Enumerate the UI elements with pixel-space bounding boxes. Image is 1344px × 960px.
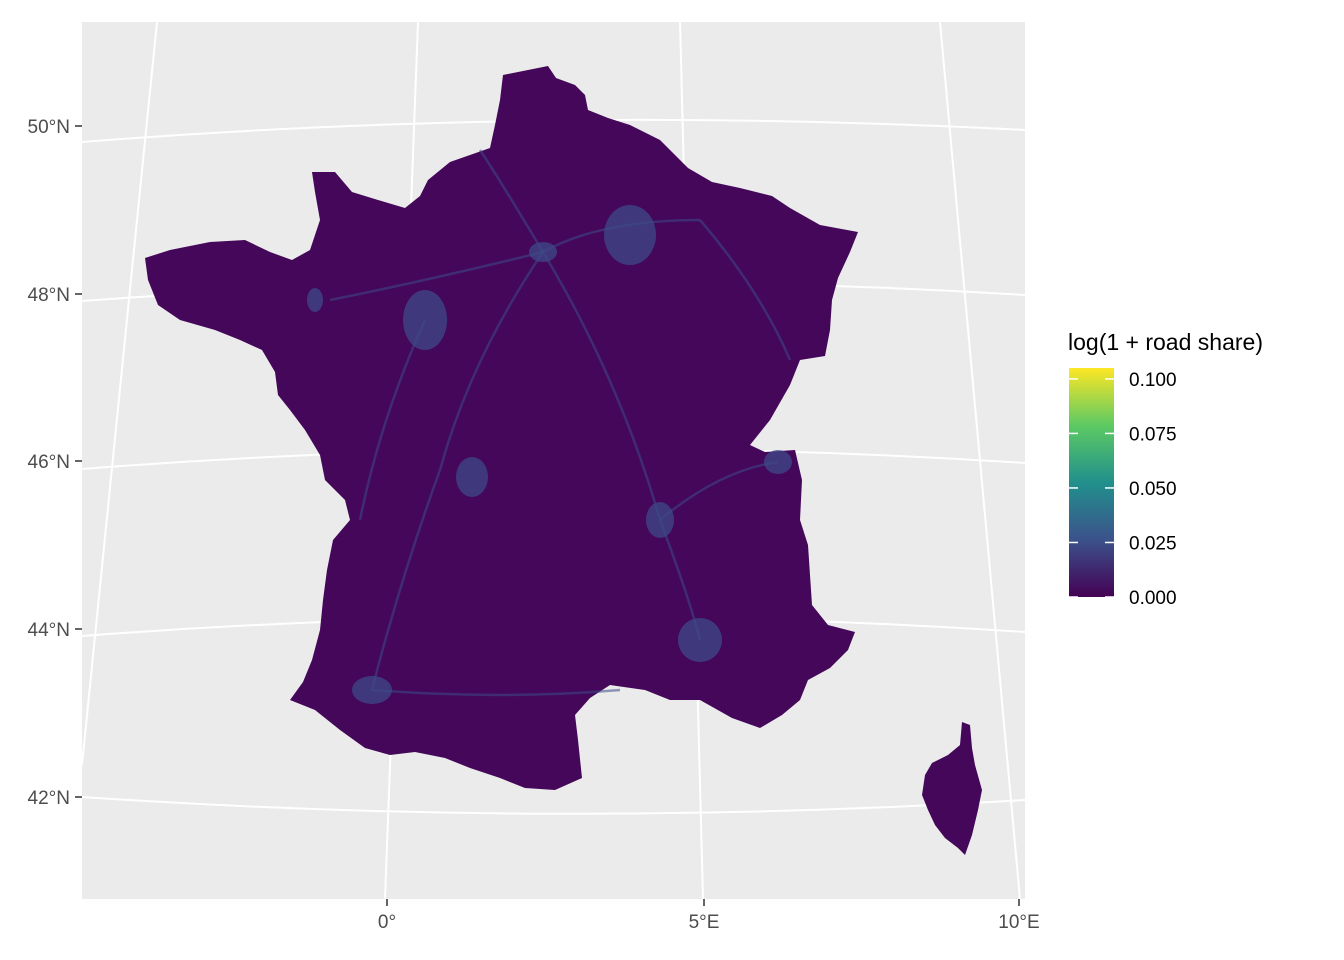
legend-colorbar [1069,368,1114,597]
region-corsica [922,722,982,855]
lat-tick-label: 44°N [28,620,70,641]
highlight-brittany-area [307,288,323,312]
road-line [478,149,545,253]
road-line [658,519,702,641]
road-line [542,218,701,254]
road-line [329,250,544,302]
legend-tick-label: 0.100 [1129,370,1177,391]
lat-tick-label: 48°N [28,285,70,306]
road-line [438,251,545,471]
map-regions [145,66,982,855]
road-line [358,319,427,521]
legend-tick-label: 0.075 [1129,424,1177,445]
road-line [699,219,792,361]
latitude-axis: 42°N 44°N 46°N 48°N 50°N [28,117,82,809]
meridian-neg5 [81,21,158,766]
lat-tick-label: 50°N [28,117,70,138]
parallel-42n [81,796,1026,815]
legend-tick-label: 0.000 [1129,588,1177,609]
longitude-axis: 0° 5°E 10°E [378,899,1040,933]
legend-title: log(1 + road share) [1068,329,1263,355]
lat-tick-label: 42°N [28,788,70,809]
road-line [370,469,442,691]
lon-tick-label: 10°E [998,912,1039,933]
road-density-highlights [307,149,792,704]
legend-tick-label: 0.050 [1129,479,1177,500]
lon-tick-label: 5°E [689,912,720,933]
road-line [371,688,621,697]
legend-ticks: 0.000 0.025 0.050 0.075 0.100 [1069,370,1177,609]
region-france-mainland [145,66,858,790]
highlight-lorraine-area [604,205,656,265]
lon-tick-label: 0° [378,912,396,933]
highlight-limousin-area [456,457,488,497]
lat-tick-label: 46°N [28,452,70,473]
legend-tick-label: 0.025 [1129,533,1177,554]
road-line [659,460,779,521]
road-line [541,251,662,521]
meridian-10e [939,21,1021,900]
fill-legend: log(1 + road share) 0.000 0.025 0.050 0.075… [1068,329,1263,609]
